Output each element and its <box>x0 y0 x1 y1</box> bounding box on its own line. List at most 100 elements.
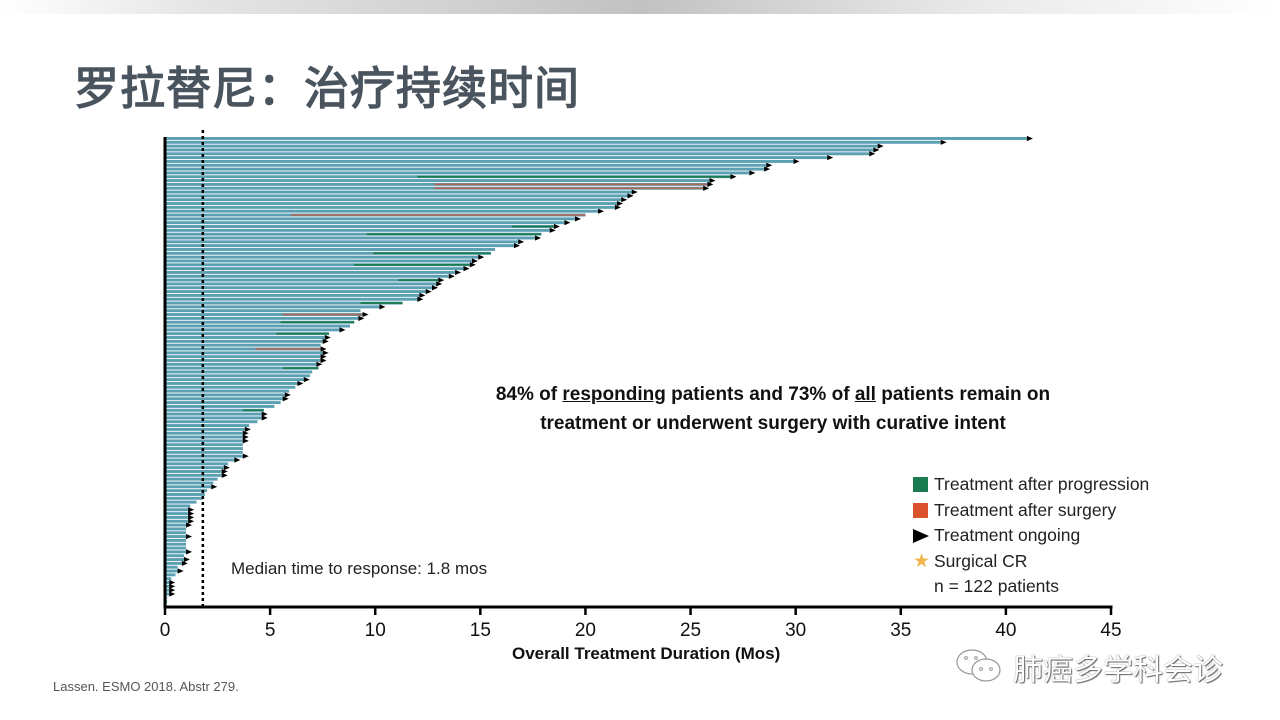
patient-bar <box>165 194 628 198</box>
patient-bar <box>165 569 178 573</box>
ongoing-arrow <box>513 243 520 249</box>
x-tick-label: 25 <box>680 620 701 641</box>
patient-bar <box>165 339 323 343</box>
ongoing-arrow <box>169 579 176 586</box>
patient-bar <box>165 290 426 294</box>
watermark: 肺癌多学科会诊 <box>955 645 1223 689</box>
triangle-arrow-icon <box>913 528 929 543</box>
x-tick-label: 20 <box>575 620 596 641</box>
ongoing-arrow <box>188 514 195 521</box>
patient-bar <box>165 270 456 274</box>
ongoing-arrow <box>1026 135 1033 142</box>
x-tick-label: 30 <box>785 620 806 641</box>
progression-segment <box>511 225 554 228</box>
patient-bar <box>165 466 224 470</box>
patient-bar <box>165 427 245 431</box>
patient-bar <box>165 554 184 558</box>
ongoing-arrow <box>186 522 193 528</box>
patient-bar <box>165 140 941 144</box>
ongoing-arrow <box>793 158 800 165</box>
key-finding-annotation: 84% of responding patients and 73% of al… <box>440 380 1106 438</box>
surgery-segment <box>434 183 708 186</box>
patient-bar <box>165 508 189 512</box>
legend-item-surgery: Treatment after surgery <box>913 498 1149 524</box>
ongoing-arrow <box>284 392 291 398</box>
progression-segment <box>280 321 355 324</box>
patient-bar <box>165 420 258 424</box>
patient-bar <box>165 152 870 156</box>
ongoing-arrow <box>553 223 560 230</box>
ongoing-arrow <box>574 216 581 222</box>
ongoing-arrow <box>320 354 327 360</box>
progression-segment <box>373 252 491 255</box>
patient-bar <box>165 381 298 385</box>
ongoing-arrow <box>320 357 327 364</box>
patient-bar <box>165 282 437 286</box>
patient-bar <box>165 259 472 263</box>
patient-bar <box>165 205 615 209</box>
patient-bar <box>165 515 189 519</box>
ongoing-arrow <box>631 189 638 195</box>
ongoing-arrow <box>242 434 249 440</box>
progression-segment <box>398 279 439 281</box>
patient-bar <box>165 504 191 508</box>
patient-bar <box>165 546 187 550</box>
x-ticks: 0 5 10 15 20 25 30 35 40 45 <box>160 607 1122 641</box>
patient-bar <box>165 202 617 206</box>
patient-bar <box>165 389 290 393</box>
patient-bar <box>165 148 874 152</box>
ongoing-arrow <box>320 346 327 352</box>
ongoing-arrow <box>448 273 455 279</box>
patient-bar <box>165 324 350 328</box>
patient-bar <box>165 397 283 401</box>
patient-bar <box>165 293 420 297</box>
ongoing-arrow <box>324 334 331 341</box>
patient-bar <box>165 240 519 244</box>
ongoing-arrow <box>534 235 541 241</box>
patient-bar <box>165 374 311 378</box>
patient-bar <box>165 159 794 163</box>
progression-segment <box>417 175 731 178</box>
patient-bar <box>165 244 514 248</box>
ongoing-arrows <box>169 135 1033 597</box>
annotation-line-2: treatment or underwent surgery with cura… <box>540 413 1006 434</box>
patient-bar <box>165 523 187 527</box>
x-tick-label: 5 <box>265 620 276 641</box>
patient-bar <box>165 496 203 500</box>
ongoing-arrow <box>322 338 329 344</box>
patient-bar <box>165 167 765 171</box>
patient-bar <box>165 450 243 454</box>
patient-bar <box>165 362 317 366</box>
ongoing-arrow <box>322 350 329 356</box>
patient-bar <box>165 431 243 435</box>
ongoing-arrow <box>211 484 218 490</box>
patient-bar <box>165 404 275 408</box>
ongoing-arrow <box>518 239 525 245</box>
surgery-segment <box>255 348 321 350</box>
progression-segment <box>354 263 470 266</box>
ongoing-arrow <box>242 453 249 459</box>
surgery-segment <box>434 187 704 190</box>
ongoing-arrow <box>282 396 289 402</box>
patient-bar <box>165 485 212 489</box>
ongoing-arrow <box>425 288 432 295</box>
patient-bar <box>165 573 176 577</box>
ongoing-arrow <box>316 361 323 367</box>
progression-segment <box>276 332 329 335</box>
patient-bar <box>165 561 182 565</box>
median-response-label: Median time to response: 1.8 mos <box>231 559 488 578</box>
ongoing-arrow <box>703 185 710 191</box>
ongoing-arrow <box>186 549 193 555</box>
ongoing-arrow <box>463 266 470 272</box>
patient-bar <box>165 198 622 202</box>
patient-bar <box>165 263 470 267</box>
ongoing-arrow <box>877 143 884 149</box>
patient-bar <box>165 416 262 420</box>
patient-bar <box>165 565 178 569</box>
patient-bar <box>165 171 750 175</box>
ongoing-arrow <box>188 507 195 513</box>
x-tick-label: 15 <box>470 620 491 641</box>
chart-legend: Treatment after progression Treatment af… <box>913 472 1149 600</box>
patient-bar <box>165 251 491 255</box>
